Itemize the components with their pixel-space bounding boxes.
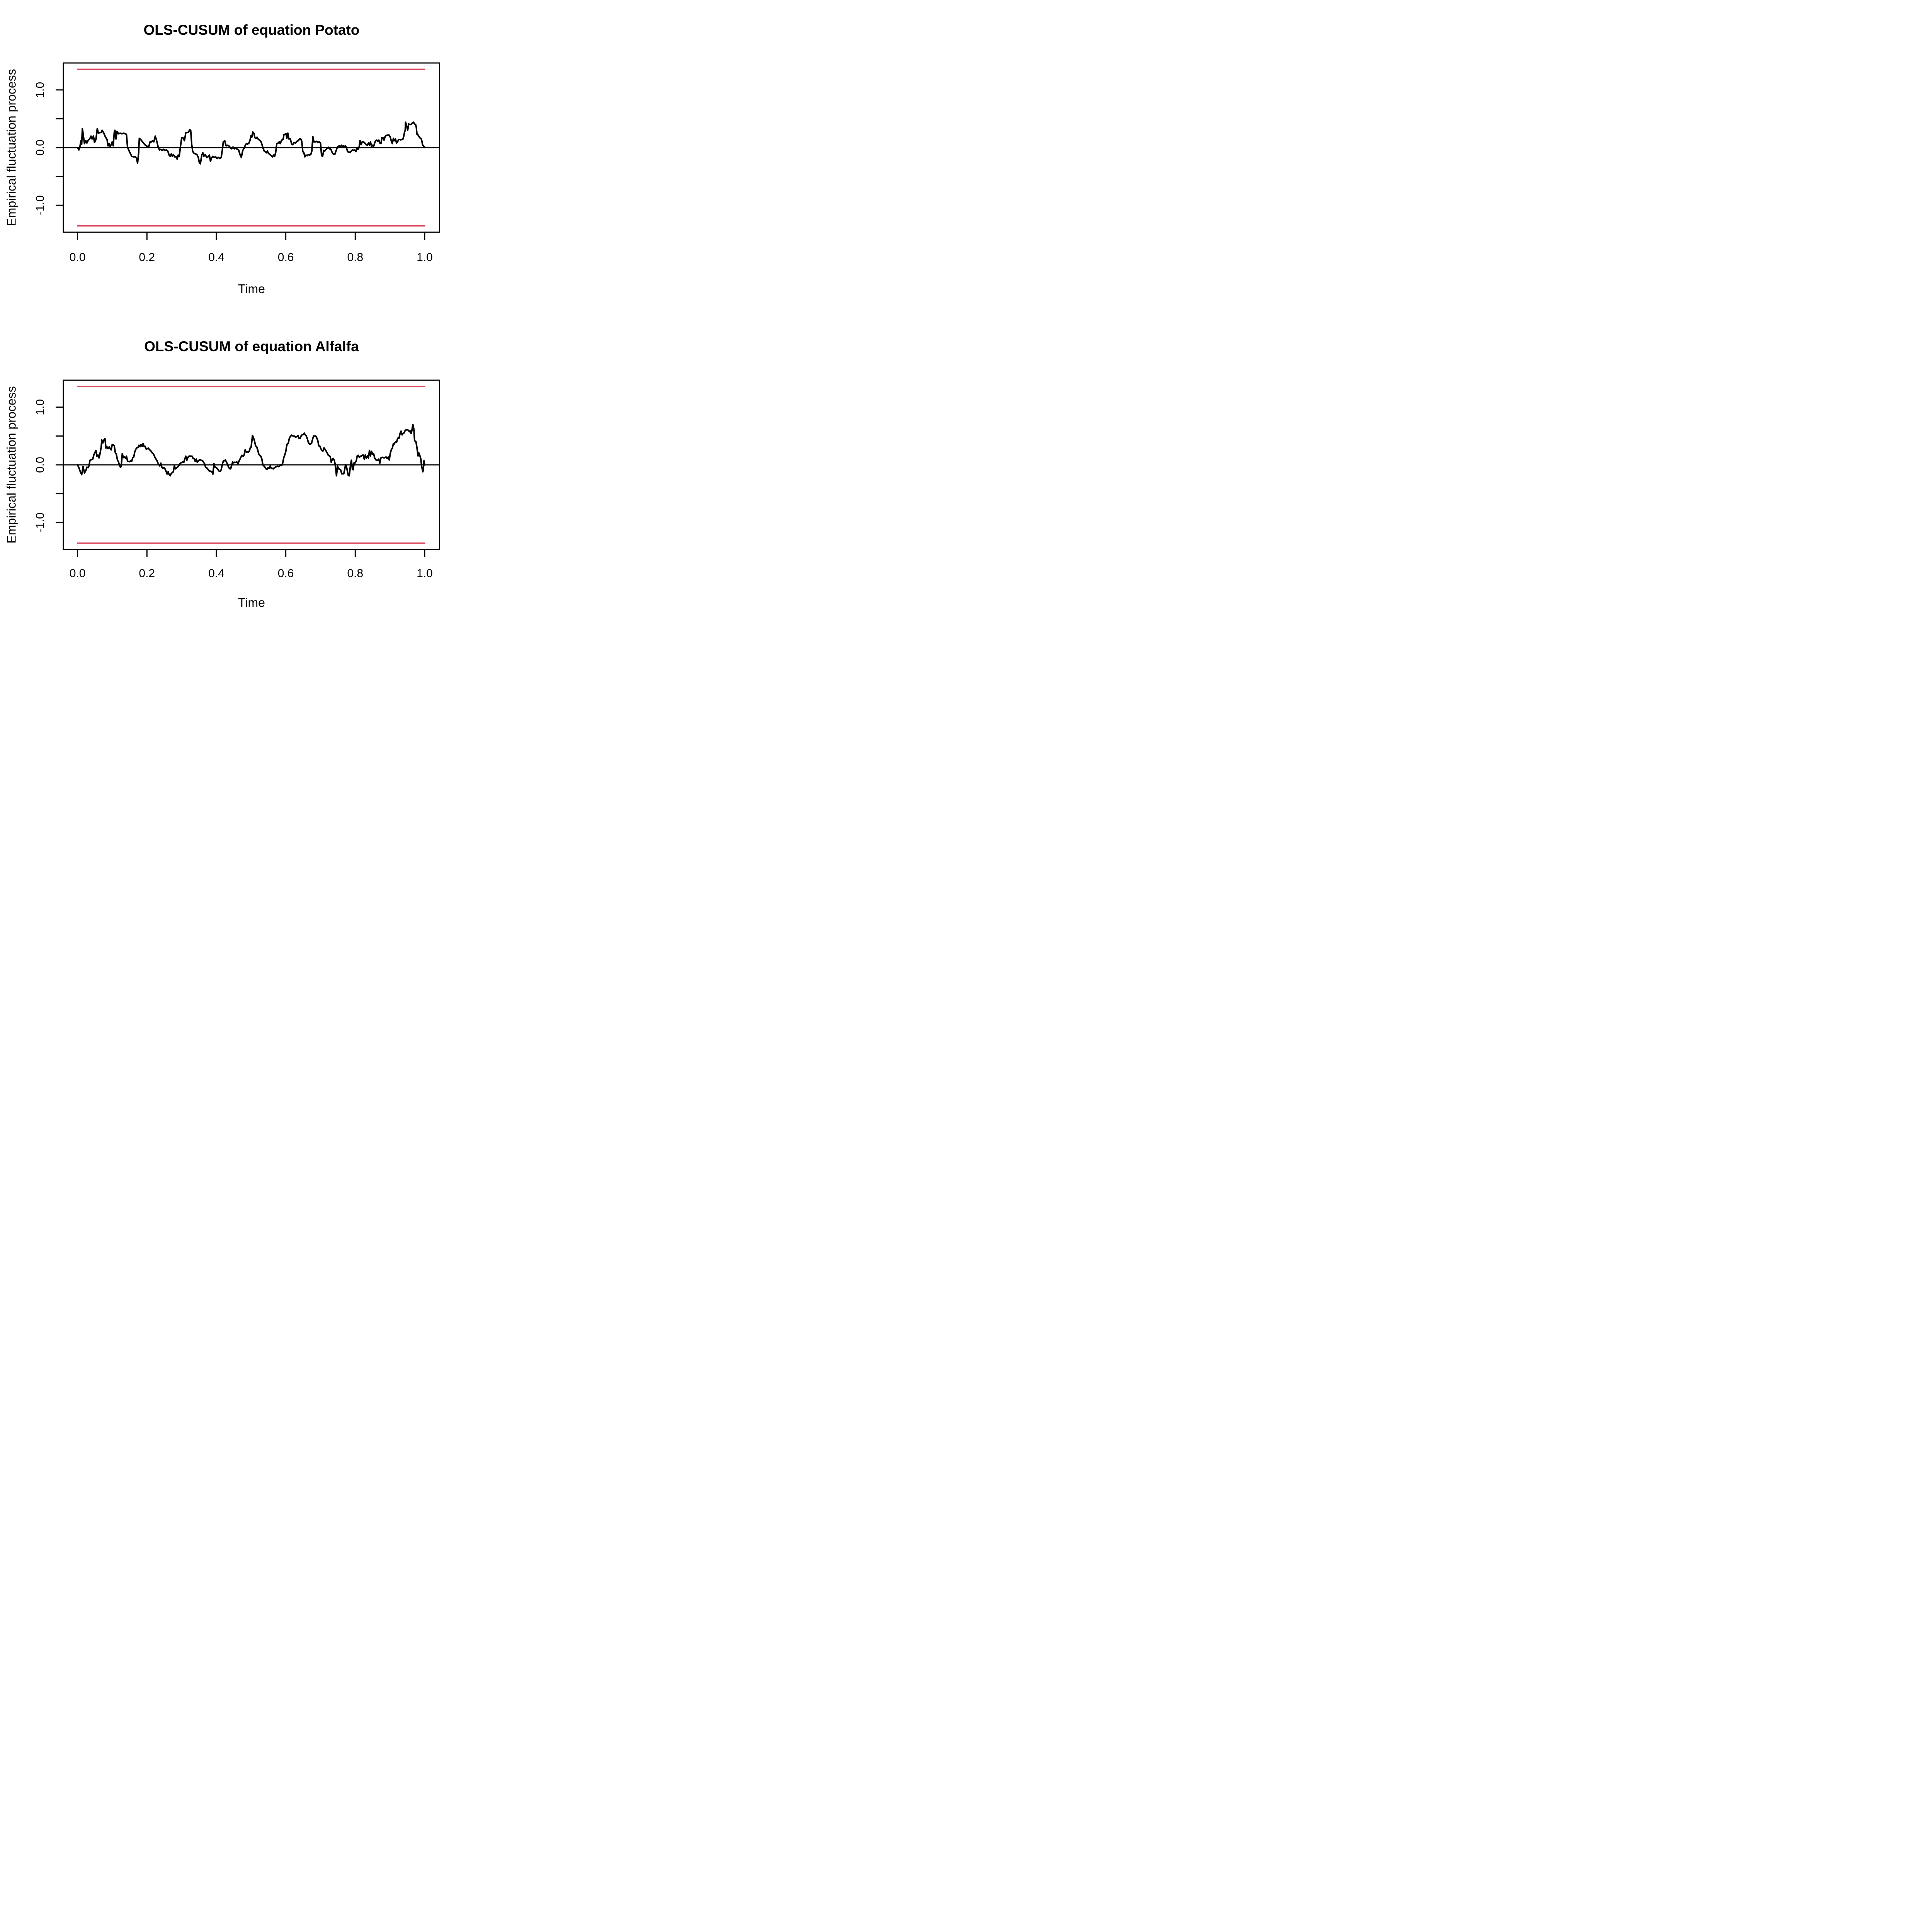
x-tick-label: 0.4: [208, 251, 224, 264]
y-tick-label: 0.0: [34, 139, 47, 156]
panel-1-x-axis-title: Time: [238, 282, 265, 296]
x-tick-label: 1.0: [417, 567, 433, 580]
plot-canvas: 0.0 0.2 0.4 0.6 0.8 1.0 1.0 0.0 -1.0 0.0 0.2 0.4 0.6…: [0, 0, 464, 618]
efp-line: [77, 121, 425, 165]
x-tick-label: 0.0: [70, 567, 86, 580]
panel-1-y-axis-title: Empirical fluctuation process: [4, 69, 19, 226]
y-tick-label: -1.0: [34, 512, 47, 532]
x-tick-label: 0.2: [139, 251, 155, 264]
chart-svg: 0.0 0.2 0.4 0.6 0.8 1.0 1.0 0.0 -1.0 0.0 0.2 0.4 0.6…: [34, 62, 440, 580]
y-tick-label: 1.0: [34, 82, 47, 98]
x-tick-label: 0.0: [70, 251, 86, 264]
efp-line: [77, 423, 425, 477]
panel-2-x-axis-title: Time: [238, 595, 265, 610]
x-tick-label: 0.8: [347, 251, 363, 264]
y-tick-label: -1.0: [34, 195, 47, 215]
y-tick-label: 1.0: [34, 399, 47, 415]
x-tick-label: 0.8: [347, 567, 363, 580]
x-tick-label: 1.0: [417, 251, 433, 264]
panel-2-y-axis-title: Empirical fluctuation process: [4, 386, 19, 544]
x-tick-label: 0.4: [208, 567, 224, 580]
panel-1-title: OLS-CUSUM of equation Potato: [143, 22, 360, 38]
x-tick-label: 0.2: [139, 567, 155, 580]
y-tick-label: 0.0: [34, 457, 47, 473]
x-tick-label: 0.6: [278, 567, 294, 580]
x-tick-label: 0.6: [278, 251, 294, 264]
panel-2-title: OLS-CUSUM of equation Alfalfa: [144, 338, 359, 354]
